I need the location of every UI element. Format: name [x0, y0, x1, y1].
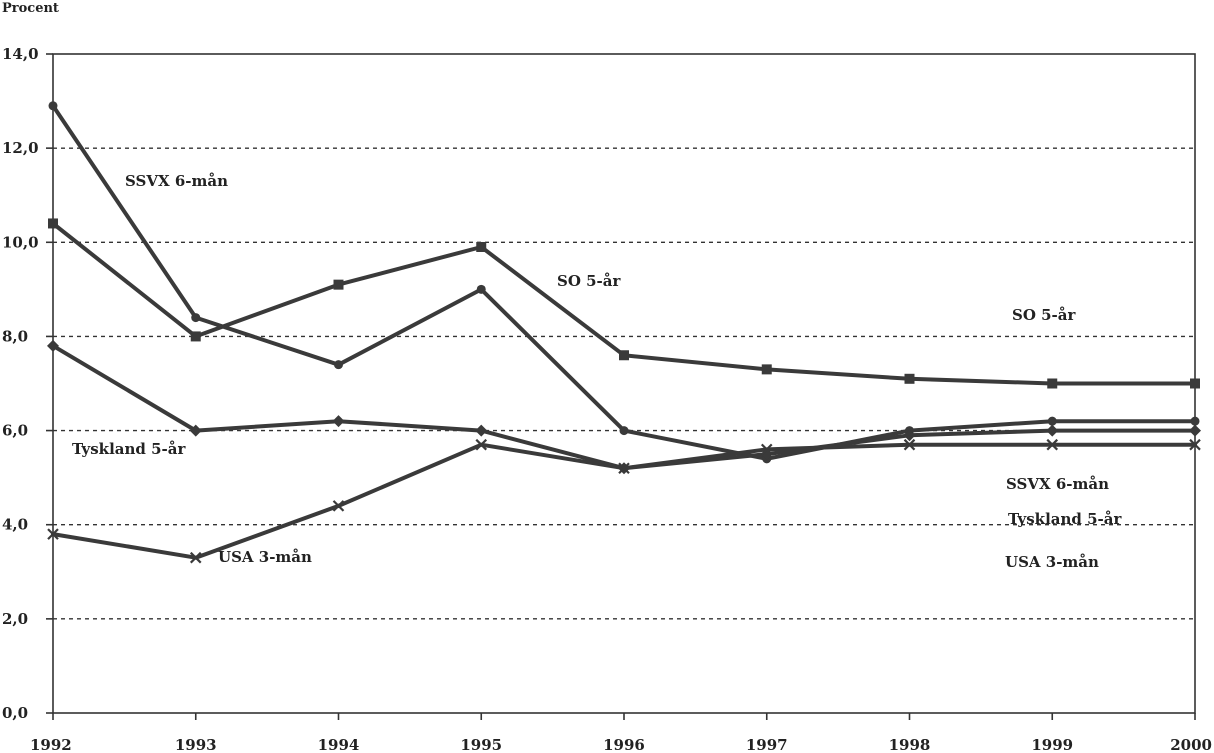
data-point-series-4 — [189, 551, 202, 564]
x-tick-label: 1993 — [175, 736, 217, 753]
x-tick-label: 1997 — [746, 736, 788, 753]
data-point-series-2 — [1047, 416, 1057, 426]
series-line-3 — [51, 343, 1197, 471]
data-point-series-3 — [189, 424, 202, 437]
y-axis: 0,0 2,0 4,0 6,0 8,0 10,0 12,0 14,0 — [2, 45, 53, 722]
annotations: SSVX 6-mån SO 5-år Tyskland 5-år USA 3-mån S… — [72, 172, 1122, 571]
data-point-series-1 — [904, 373, 915, 384]
data-point-series-2 — [191, 313, 201, 323]
data-point-series-1 — [619, 350, 629, 361]
data-point-series-4 — [1189, 438, 1201, 451]
x-axis: 1992 1993 1994 1995 1996 1997 1998 1999 2000 — [30, 713, 1212, 753]
data-point-series-4 — [618, 462, 630, 475]
data-point-series-1 — [476, 241, 487, 252]
data-point-series-3 — [475, 424, 488, 437]
y-tick-label: 4,0 — [2, 516, 28, 534]
y-tick-label: 2,0 — [2, 610, 28, 628]
x-tick-label: 1995 — [460, 736, 502, 753]
data-point-series-3 — [903, 429, 916, 442]
data-point-series-2 — [334, 360, 343, 370]
data-point-series-4 — [760, 443, 773, 456]
data-point-series-4 — [1046, 438, 1059, 451]
x-tick-label: 1999 — [1031, 736, 1073, 753]
series-annotation: USA 3-mån — [1005, 553, 1099, 571]
data-point-series-4 — [332, 500, 345, 512]
y-unit-label: Procent — [2, 1, 59, 16]
series-annotation: SSVX 6-mån — [125, 172, 228, 190]
data-point-series-3 — [1189, 424, 1201, 437]
y-tick-label: 12,0 — [2, 139, 39, 157]
data-point-series-2 — [1190, 416, 1200, 426]
data-point-series-3 — [332, 415, 345, 428]
data-point-series-1 — [1047, 378, 1058, 389]
x-tick-label: 2000 — [1170, 736, 1212, 753]
y-tick-label: 0,0 — [2, 704, 28, 722]
data-point-series-3 — [1046, 424, 1059, 437]
data-point-series-4 — [47, 528, 59, 540]
data-point-series-1 — [761, 364, 772, 375]
data-point-series-2 — [619, 426, 629, 436]
series-annotation: SSVX 6-mån — [1006, 475, 1109, 493]
y-tick-label: 8,0 — [2, 327, 28, 345]
y-tick-label: 6,0 — [2, 422, 28, 440]
series-annotation: Tyskland 5-år — [1008, 510, 1122, 528]
series-annotation: SO 5-år — [1012, 306, 1077, 324]
x-tick-label: 1996 — [603, 736, 645, 753]
markers-group — [47, 101, 1201, 564]
data-point-series-3 — [47, 339, 59, 352]
x-tick-label: 1992 — [30, 736, 72, 753]
data-point-series-1 — [333, 279, 344, 290]
y-tick-label: 10,0 — [2, 233, 39, 251]
series-line-4 — [51, 442, 1197, 560]
data-point-series-1 — [48, 218, 58, 229]
data-point-series-1 — [190, 331, 201, 342]
y-tick-label: 14,0 — [2, 45, 39, 63]
data-point-series-4 — [903, 438, 916, 451]
x-tick-label: 1994 — [318, 736, 360, 753]
data-point-series-4 — [475, 438, 488, 451]
data-point-series-2 — [476, 284, 486, 294]
x-tick-label: 1998 — [889, 736, 931, 753]
data-point-series-1 — [1190, 378, 1200, 389]
series-annotation: SO 5-år — [557, 272, 622, 290]
data-point-series-2 — [48, 101, 58, 111]
series-line-2 — [51, 103, 1197, 461]
series-annotation: USA 3-mån — [218, 548, 312, 566]
series-annotation: Tyskland 5-år — [72, 440, 186, 458]
